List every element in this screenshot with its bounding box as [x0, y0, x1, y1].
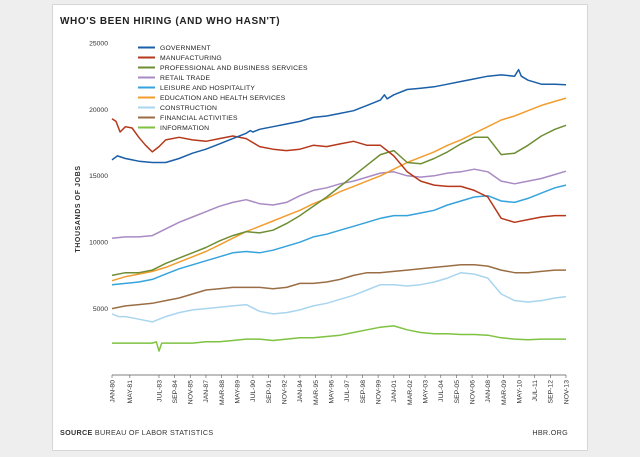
- series-line: [111, 118, 566, 224]
- legend-label: GOVERNMENT: [160, 45, 211, 52]
- series-line: [111, 124, 567, 277]
- x-tick-label: NOV-85: [188, 380, 195, 404]
- x-tick-label: MAY-89: [235, 380, 242, 404]
- series-line: [111, 97, 567, 282]
- x-tick-label: JUL-11: [532, 380, 539, 402]
- y-tick-label: 5000: [93, 306, 108, 313]
- y-tick-label: 20000: [89, 107, 108, 114]
- x-tick-label: MAY-10: [516, 380, 523, 404]
- legend-label: PROFESSIONAL AND BUSINESS SERVICES: [160, 65, 308, 72]
- credit: HBR.ORG: [532, 428, 568, 437]
- series-lines: [111, 68, 567, 352]
- series-line: [112, 325, 566, 352]
- x-tick-label: MAR-09: [501, 380, 508, 405]
- x-tick-label: JAN-01: [391, 380, 398, 403]
- x-tick-label: MAY-03: [422, 380, 429, 404]
- y-tick-label: 15000: [89, 173, 108, 180]
- series-line: [111, 271, 567, 323]
- x-tick-label: JUL-97: [344, 380, 351, 402]
- x-tick-label: SEP-05: [454, 380, 461, 404]
- x-tick-label: JAN-08: [485, 380, 492, 403]
- axes: 5000 10000 15000 20000 25000 THOUSANDS OF JOB…: [75, 40, 570, 405]
- x-tick-label: SEP-98: [360, 380, 367, 404]
- legend-label: MANUFACTURING: [160, 55, 222, 62]
- legend-label: INFORMATION: [160, 125, 209, 132]
- x-tick-label: NOV-13: [563, 380, 570, 404]
- x-tick-label: MAR-02: [407, 380, 414, 405]
- x-tick-label: JUL-83: [156, 380, 163, 402]
- x-tick-label: JAN-87: [203, 380, 210, 403]
- x-tick-label: JAN-80: [109, 380, 116, 403]
- x-tick-label: MAY-96: [328, 380, 335, 404]
- series-line: [111, 168, 567, 239]
- y-axis-label: THOUSANDS OF JOBS: [75, 165, 82, 252]
- series-line: [111, 184, 567, 286]
- legend-label: RETAIL TRADE: [160, 75, 211, 82]
- x-tick-label: NOV-92: [281, 380, 288, 404]
- x-tick-label: NOV-99: [375, 380, 382, 404]
- x-tick-label: SEP-84: [172, 380, 179, 404]
- x-tick-label: JUL-90: [250, 380, 257, 402]
- series-line: [111, 68, 567, 164]
- x-tick-label: SEP-12: [548, 380, 555, 404]
- x-tick-label: MAY-81: [127, 380, 134, 404]
- x-tick-label: MAR-95: [313, 380, 320, 405]
- source-text: BUREAU OF LABOR STATISTICS: [94, 428, 214, 437]
- legend: GOVERNMENT MANUFACTURING PROFESSIONAL AND …: [138, 45, 308, 132]
- y-tick-label: 25000: [89, 40, 108, 47]
- source-note: SOURCE BUREAU OF LABOR STATISTICS: [60, 428, 213, 437]
- legend-label: CONSTRUCTION: [160, 105, 217, 112]
- source-label: SOURCE: [60, 428, 93, 437]
- x-tick-label: JAN-94: [297, 380, 304, 403]
- legend-label: FINANCIAL ACTIVITIES: [160, 115, 238, 122]
- x-tick-label: NOV-06: [469, 380, 476, 404]
- x-tick-label: SEP-91: [266, 380, 273, 404]
- legend-label: LEISURE AND HOSPITALITY: [160, 85, 255, 92]
- legend-label: EDUCATION AND HEALTH SERVICES: [160, 95, 286, 102]
- series-line: [111, 264, 566, 310]
- x-tick-label: JUL-04: [438, 380, 445, 402]
- y-tick-label: 10000: [89, 240, 108, 247]
- x-tick-label: MAR-88: [219, 380, 226, 405]
- chart-title: WHO'S BEEN HIRING (AND WHO HASN'T): [60, 16, 281, 27]
